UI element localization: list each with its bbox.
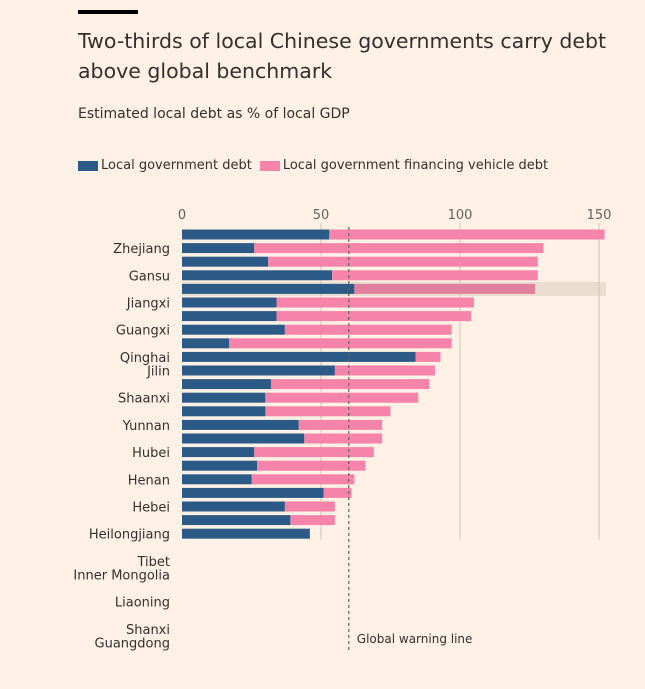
bar-local-gov (182, 447, 255, 458)
bar-lgfv (354, 283, 536, 294)
bar-local-gov (182, 270, 333, 281)
bar-lgfv (284, 501, 335, 512)
x-tick-label: 0 (178, 208, 186, 223)
bar-lgfv (254, 447, 374, 458)
bar-lgfv (229, 338, 452, 349)
bar-local-gov (182, 474, 252, 485)
province-label: Yunnan (122, 419, 170, 434)
bar-lgfv (268, 256, 538, 267)
legend-item-lgfv: Local government financing vehicle debt (259, 158, 549, 173)
legend-label-local-gov: Local government debt (101, 158, 252, 173)
bar-local-gov (182, 392, 266, 403)
bar-local-gov (182, 501, 285, 512)
bar-lgfv (270, 379, 430, 390)
province-label: Gansu (129, 269, 170, 284)
bar-local-gov (182, 338, 230, 349)
province-label: Jilin (146, 365, 170, 380)
bar-local-gov (182, 297, 277, 308)
bar-local-gov (182, 433, 305, 444)
bar-local-gov (182, 256, 269, 267)
bar-local-gov (182, 311, 277, 322)
bar-local-gov (182, 487, 324, 498)
title-rule (78, 10, 138, 14)
province-label: Inner Mongolia (73, 569, 170, 584)
legend-item-local-gov: Local government debt (78, 158, 252, 173)
x-tick-label: 100 (448, 208, 473, 223)
bar-local-gov (182, 324, 285, 335)
province-label: Guangdong (95, 637, 170, 652)
bar-local-gov (182, 243, 255, 254)
bar-local-gov (182, 406, 266, 417)
bar-local-gov (182, 229, 330, 240)
bar-local-gov (182, 419, 299, 430)
province-label: Liaoning (115, 596, 170, 611)
warning-line-label: Global warning line (357, 632, 473, 646)
bar-lgfv (265, 406, 391, 417)
province-label: Qinghai (120, 351, 170, 366)
bar-local-gov (182, 528, 310, 539)
province-label: Hubei (132, 446, 170, 461)
chart-subtitle: Estimated local debt as % of local GDP (78, 106, 350, 122)
bar-lgfv (298, 419, 383, 430)
legend-swatch-lgfv (259, 160, 280, 171)
bar-lgfv (304, 433, 383, 444)
bar-lgfv (276, 297, 474, 308)
bar-lgfv (323, 487, 352, 498)
bar-lgfv (334, 365, 435, 376)
province-label: Shaanxi (118, 392, 170, 407)
chart-title: Two-thirds of local Chinese governments … (78, 29, 607, 83)
bar-local-gov (182, 460, 258, 471)
bar-local-gov (182, 351, 416, 362)
x-tick-label: 50 (313, 208, 330, 223)
bar-local-gov (182, 515, 291, 526)
bar-lgfv (254, 243, 544, 254)
bar-local-gov (182, 283, 355, 294)
province-label: Jiangxi (126, 297, 170, 312)
bar-lgfv (284, 324, 452, 335)
province-label: Tibet (137, 555, 171, 570)
bar-local-gov (182, 365, 335, 376)
bar-lgfv (257, 460, 366, 471)
bar-lgfv (276, 311, 472, 322)
bar-lgfv (329, 229, 605, 240)
bar-local-gov (182, 379, 271, 390)
province-label: Zhejiang (113, 242, 170, 257)
debt-bar-chart: 0 50 100 150 Zhejiang Gansu Jiangxi Guangxi Qing… (73, 208, 612, 652)
province-label: Henan (128, 473, 170, 488)
province-label: Guangxi (116, 324, 170, 339)
bar-lgfv (415, 351, 441, 362)
province-label: Hebei (132, 501, 170, 516)
legend-swatch-local-gov (78, 160, 98, 171)
bar-lgfv (265, 392, 419, 403)
province-label: Shanxi (126, 623, 170, 638)
province-label: Heilongjiang (89, 528, 170, 543)
bar-lgfv (290, 515, 335, 526)
legend: Local government debt Local government f… (78, 158, 556, 173)
x-tick-label: 150 (587, 208, 612, 223)
bar-lgfv (251, 474, 355, 485)
legend-label-lgfv: Local government financing vehicle debt (282, 158, 549, 173)
bar-lgfv (332, 270, 538, 281)
